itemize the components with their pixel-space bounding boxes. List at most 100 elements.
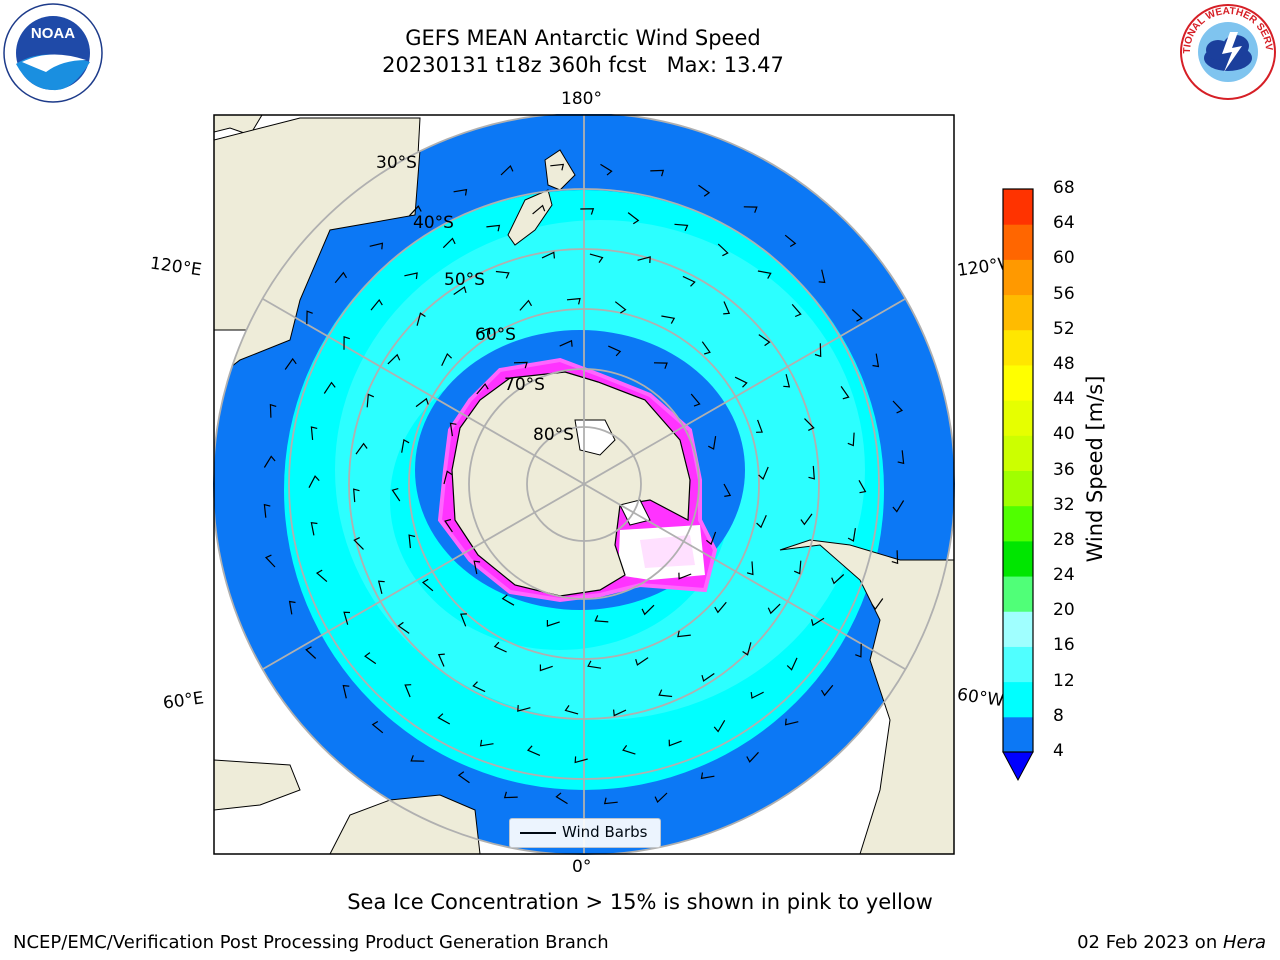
wind-barb [818,269,826,284]
wind-barb [786,657,798,671]
wind-barb [263,503,271,518]
wind-barb [371,720,384,734]
wind-barbs [263,163,905,805]
wind-barb [758,334,771,347]
chart-subtitle: 20230131 t18z 360h fcst Max: 13.47 [382,53,784,77]
wind-barb [855,643,862,658]
wind-barb [323,381,336,394]
wind-barb [892,400,904,414]
wind-barb [377,580,385,594]
wind-barb [263,455,276,468]
wind-barb [734,376,748,388]
wind-barb [767,603,781,615]
wind-barb [714,601,727,614]
noaa-logo-icon: NOAA [3,3,103,103]
wind-barb [364,652,377,665]
wind-barb [743,206,758,213]
wind-barb [353,537,364,550]
wind-barb [442,237,456,249]
wind-barb [677,630,691,638]
wind-barb [539,664,553,672]
colorbar-tick-label: 60 [1053,248,1075,269]
wind-barb [700,772,715,780]
wind-barb [847,432,855,447]
wind-barb [635,657,649,666]
colorbar-tick-label: 16 [1053,635,1075,656]
wind-barb [310,426,318,440]
wind-barb [750,691,764,699]
noaa-logo-text: NOAA [31,25,75,42]
new-zealand-south [507,189,553,246]
colorbar-band [1003,435,1033,471]
lat-label-40s: 40°S [413,213,454,233]
colorbar-band [1003,681,1033,718]
colorbar-tick-label: 24 [1053,565,1075,586]
wind-barb [580,208,595,215]
wind-barb [315,569,328,583]
wind-barb [650,169,665,177]
colorbar-tick-label: 36 [1053,459,1075,480]
lat-label-80s: 80°S [533,425,574,445]
map-legend: Wind Barbs [509,818,661,848]
wind-barb [472,681,486,693]
wind-barb [310,521,318,536]
colorbar-band [1003,400,1033,436]
wind-barb [513,361,528,369]
wind-barb [701,673,715,682]
wind-barb [587,660,602,669]
wind-barb [804,418,815,431]
wind-barb [851,309,863,322]
wind-barb [409,205,422,217]
wind-barb [501,594,515,606]
wind-barb [574,756,588,764]
wind-barb [559,339,573,347]
wind-barb [353,488,360,503]
colorbar-band [1003,294,1033,331]
wind-barb [717,243,729,257]
wind-barb [416,312,426,326]
wind-barb [668,739,682,747]
colorbar [1002,188,1034,782]
wind-barb [441,352,453,366]
wind-barb [897,450,905,465]
wind-barb [457,771,470,784]
wind-barb [783,374,791,388]
wind-barb [500,164,514,176]
lon-label-120e: 120°E [148,253,203,281]
wind-barb [756,515,767,529]
colorbar-band [1003,259,1033,296]
footer-date-text: 02 Feb 2023 on [1077,932,1223,953]
wind-barb [653,362,668,369]
new-zealand-north [544,149,576,191]
wind-barb [366,393,375,408]
wind-barb [661,315,676,324]
wind-barb [758,466,769,481]
wind-barb [594,615,609,623]
wind-barb [342,684,350,699]
wind-barb [603,797,618,805]
graticule [214,115,954,854]
wind-barb [708,436,717,450]
colorbar-band [1003,329,1033,366]
colorbar-under-arrow [1002,751,1034,782]
wind-barb [444,518,453,533]
wind-barb [892,500,905,513]
wind-barb [840,386,850,400]
colorbar-band [1003,716,1033,753]
wind-barb [546,620,560,627]
wind-barb [566,297,581,305]
colorbar-tick-label: 44 [1053,389,1075,410]
nws-logo-icon: NATIONAL WEATHER SERVICE [1178,2,1276,100]
lon-label-0: 0° [572,857,592,877]
wind-barb [288,600,296,615]
polar-map [213,114,955,855]
colorbar-band [1003,189,1033,225]
wind-barb [746,561,754,576]
wind-barb [674,223,689,232]
wind-barb [355,442,368,455]
wind-barb [784,718,799,726]
wind-barb [404,684,412,698]
wind-barb [308,475,320,488]
wind-barb [397,621,410,634]
legend-line-icon [520,832,556,834]
